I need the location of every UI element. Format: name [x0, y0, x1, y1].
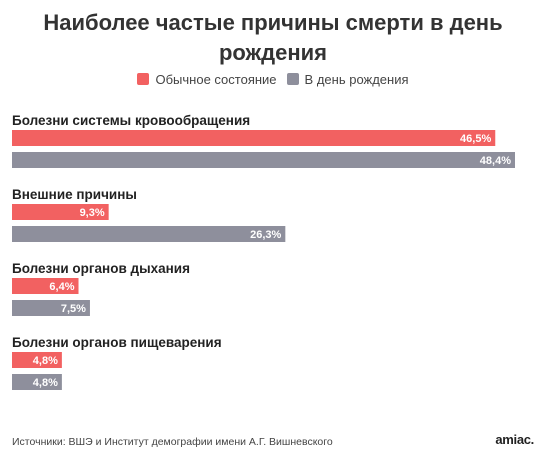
bar-birthday — [12, 152, 515, 168]
legend-label-normal: Обычное состояние — [155, 71, 277, 87]
legend-item-birthday: В день рождения — [286, 71, 409, 87]
bar-normal — [12, 204, 109, 220]
source-note: Источники: ВШЭ и Институт демографии име… — [12, 436, 333, 448]
bar-normal — [12, 352, 62, 368]
data-label: 4,8% — [33, 355, 58, 367]
category-label: Внешние причины — [12, 187, 137, 202]
category-label: Болезни органов дыхания — [12, 261, 190, 276]
bar-birthday — [12, 226, 286, 242]
legend-item-normal: Обычное состояние — [137, 71, 277, 87]
legend-swatch-birthday — [286, 73, 299, 85]
brand-logo: amiac. — [495, 432, 534, 447]
bar-birthday — [12, 300, 90, 316]
chart-title: Наиболее частые причины смерти в день ро… — [43, 10, 503, 65]
category-label: Болезни системы кровообращения — [12, 113, 250, 128]
data-label: 9,3% — [80, 207, 105, 219]
data-label: 4,8% — [33, 377, 58, 389]
category-label: Болезни органов пищеварения — [12, 335, 222, 350]
bar-birthday — [12, 374, 62, 390]
data-label: 6,4% — [49, 281, 74, 293]
bar-normal — [12, 130, 496, 146]
data-label: 26,3% — [250, 229, 281, 241]
bar-chart: Болезни системы кровообращения 46,5% 48,4%… — [12, 113, 515, 390]
chart-legend: Обычное состояние В день рождения — [0, 69, 546, 89]
data-label: 46,5% — [460, 133, 491, 145]
bar-normal — [12, 278, 79, 294]
legend-swatch-normal — [137, 73, 150, 85]
data-label: 48,4% — [480, 155, 511, 167]
data-label: 7,5% — [61, 303, 86, 315]
legend-label-birthday: В день рождения — [304, 71, 409, 87]
